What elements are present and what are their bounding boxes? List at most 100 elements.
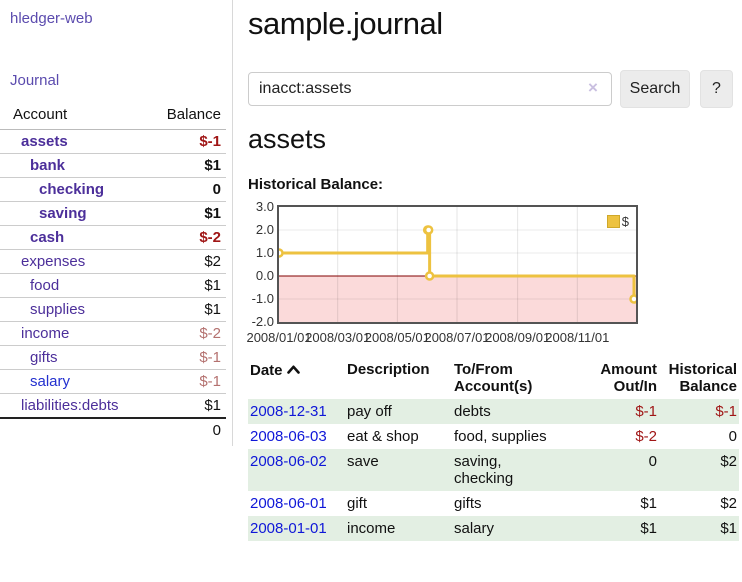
account-link-food[interactable]: food xyxy=(30,277,60,294)
y-axis-tick-label: 2.0 xyxy=(255,222,274,237)
description-cell: eat & shop xyxy=(347,428,419,445)
register-row: 2008-06-01 gift gifts $1 $2 xyxy=(248,491,739,516)
balance-col-header: Balance xyxy=(140,102,226,130)
search-input[interactable] xyxy=(248,72,612,106)
y-axis-tick-label: 1.0 xyxy=(255,245,274,260)
accounts-cell: debts xyxy=(452,399,582,424)
description-cell: save xyxy=(345,449,452,491)
account-link-liabilities-debts[interactable]: liabilities:debts xyxy=(21,397,119,414)
account-link-cash[interactable]: cash xyxy=(30,229,65,246)
account-balance: $2 xyxy=(140,249,226,274)
account-balance: $-2 xyxy=(140,321,226,346)
search-form: × Search ? xyxy=(248,70,742,108)
account-balance: $1 xyxy=(140,153,226,178)
accounts-cell: food, supplies xyxy=(454,428,547,445)
y-axis-tick-label: -1.0 xyxy=(251,291,274,306)
account-link-gifts[interactable]: gifts xyxy=(30,349,58,366)
brand-link[interactable]: hledger-web xyxy=(10,10,93,27)
account-row-checking: checking 0 xyxy=(0,177,226,202)
account-link-assets[interactable]: assets xyxy=(21,133,68,150)
chart-legend: $ xyxy=(606,214,629,229)
account-row-salary: salary $-1 xyxy=(0,369,226,394)
amount-cell: $-2 xyxy=(635,428,657,445)
account-link-checking[interactable]: checking xyxy=(39,181,105,198)
balance-cell: 0 xyxy=(728,428,737,445)
register-col-balance: Historical Balance xyxy=(668,361,737,395)
date-link[interactable]: 2008-06-03 xyxy=(250,428,327,445)
account-row-saving: saving $1 xyxy=(0,201,226,226)
register-col-amount: Amount Out/In xyxy=(600,361,657,395)
register-row: 2008-06-03 eat & shop food, supplies $-2… xyxy=(248,424,739,449)
main-content: sample.journal × Search ? assets Histori… xyxy=(246,0,742,541)
legend-label: $ xyxy=(621,214,629,229)
x-axis-tick-label: 2008/05/01 xyxy=(364,330,430,345)
account-heading: assets xyxy=(248,124,327,154)
account-link-expenses[interactable]: expenses xyxy=(21,253,86,270)
accounts-table: Account Balance assets $-1 bank $1 check… xyxy=(0,102,226,442)
accounts-cell: saving, checking xyxy=(452,449,582,491)
account-row-liabilities-debts: liabilities:debts $1 xyxy=(0,393,226,418)
x-axis-tick-label: 2008/07/01 xyxy=(424,330,490,345)
description-cell: gift xyxy=(347,495,368,512)
account-row-supplies: supplies $1 xyxy=(0,297,226,322)
y-axis-tick-label: 3.0 xyxy=(255,199,274,214)
account-link-supplies[interactable]: supplies xyxy=(30,301,86,318)
balance-cell: $2 xyxy=(659,449,739,491)
sidebar-item-journal[interactable]: Journal xyxy=(10,72,60,89)
date-link[interactable]: 2008-06-02 xyxy=(250,453,327,470)
x-axis-tick-label: 2008/03/01 xyxy=(305,330,371,345)
account-balance: $1 xyxy=(140,273,226,298)
account-balance: $1 xyxy=(140,297,226,322)
date-link[interactable]: 2008-06-01 xyxy=(250,495,327,512)
register-table: Date Description To/From Account(s) Amou… xyxy=(248,358,739,541)
account-row-expenses: expenses $2 xyxy=(0,249,226,274)
account-link-saving[interactable]: saving xyxy=(39,205,87,222)
account-row-gifts: gifts $-1 xyxy=(0,345,226,370)
accounts-total-row: 0 xyxy=(0,417,226,442)
page-title: sample.journal xyxy=(248,6,443,41)
account-balance: $-2 xyxy=(140,225,226,250)
x-axis-tick-label: 2008/09/01 xyxy=(485,330,551,345)
amount-cell: $1 xyxy=(640,495,657,512)
chart-title: Historical Balance: xyxy=(248,176,384,193)
account-row-bank: bank $1 xyxy=(0,153,226,178)
chart-plot: $ xyxy=(277,205,638,324)
account-balance: $-1 xyxy=(140,345,226,370)
amount-cell: $1 xyxy=(582,516,659,541)
register-row: 2008-06-02 save saving, checking 0 $2 xyxy=(248,449,739,491)
account-row-income: income $-2 xyxy=(0,321,226,346)
account-link-income[interactable]: income xyxy=(21,325,70,342)
register-row: 2008-12-31 pay off debts $-1 $-1 xyxy=(248,399,739,424)
sidebar: hledger-web Journal Account Balance asse… xyxy=(0,0,233,446)
balance-cell: $-1 xyxy=(659,399,739,424)
y-axis-tick-label: -2.0 xyxy=(251,314,274,329)
account-balance: 0 xyxy=(140,177,226,202)
register-header-row: Date Description To/From Account(s) Amou… xyxy=(248,358,739,399)
search-button[interactable]: Search xyxy=(620,70,690,108)
register-col-date[interactable]: Date xyxy=(248,358,345,399)
balance-cell: $1 xyxy=(659,516,739,541)
date-link[interactable]: 2008-12-31 xyxy=(250,403,327,420)
legend-swatch xyxy=(606,215,620,228)
account-balance: $-1 xyxy=(140,369,226,394)
register-row: 2008-01-01 income salary $1 $1 xyxy=(248,516,739,541)
description-cell: income xyxy=(345,516,452,541)
register-col-accounts: To/From Account(s) xyxy=(454,361,533,395)
x-axis-tick-label: 2008/11/01 xyxy=(545,330,610,345)
help-button[interactable]: ? xyxy=(700,70,733,108)
account-balance: $1 xyxy=(140,393,226,418)
x-axis-tick-label: 2008/01/01 xyxy=(246,330,312,345)
clear-search-icon[interactable]: × xyxy=(588,78,598,97)
register-col-description: Description xyxy=(347,361,430,378)
accounts-cell: salary xyxy=(452,516,582,541)
account-row-food: food $1 xyxy=(0,273,226,298)
balance-cell: $2 xyxy=(720,495,737,512)
description-cell: pay off xyxy=(345,399,452,424)
account-row-assets: assets $-1 xyxy=(0,129,226,154)
amount-cell: $-1 xyxy=(582,399,659,424)
date-link[interactable]: 2008-01-01 xyxy=(250,520,327,537)
account-link-bank[interactable]: bank xyxy=(30,157,66,174)
account-balance: $1 xyxy=(140,201,226,226)
account-link-salary[interactable]: salary xyxy=(30,373,71,390)
